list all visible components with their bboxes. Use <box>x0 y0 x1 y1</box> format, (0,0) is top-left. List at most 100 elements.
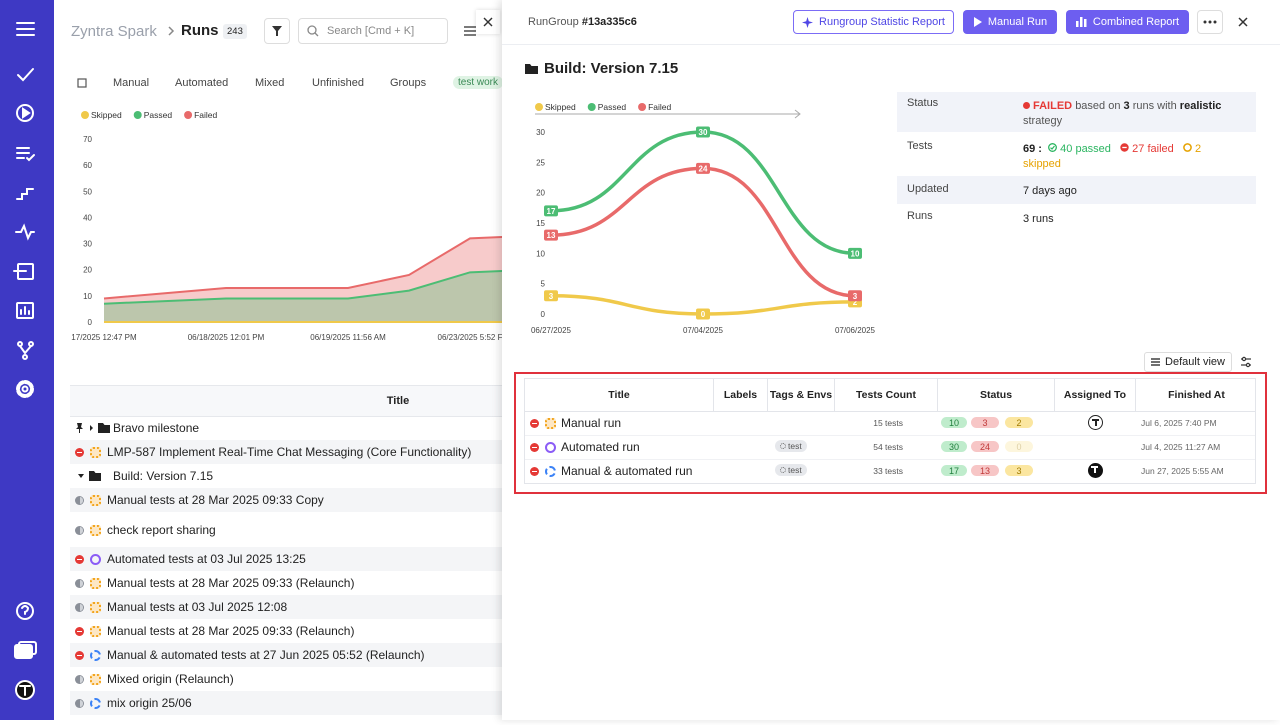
run-row[interactable]: Manual & automated run test 33 tests 17 13 3 J… <box>525 459 1255 483</box>
run-row[interactable]: LMP-587 Implement Real-Time Chat Messagi… <box>70 440 502 464</box>
x-tick-label: 07/06/2025 <box>835 326 876 335</box>
tab[interactable]: Manual <box>113 77 150 89</box>
column-header[interactable]: Tests Count <box>835 379 938 411</box>
label: RunGroup <box>528 16 579 28</box>
menu-icon[interactable] <box>16 22 35 36</box>
default-view-button[interactable]: Default view <box>1144 352 1232 372</box>
run-row[interactable]: mix origin 25/06 <box>70 691 502 715</box>
run-row[interactable]: Manual run 15 tests 10 3 2 Jul 6, 2025 7:40 P… <box>525 411 1255 436</box>
legend-label: Failed <box>648 102 671 112</box>
run-title: Build: Version 7.15 <box>113 469 214 483</box>
search-placeholder: Search [Cmd + K] <box>327 25 415 37</box>
legend-arrow <box>535 109 801 119</box>
run-row[interactable]: Manual tests at 28 Mar 2025 09:33 (Relau… <box>70 619 502 643</box>
y-tick-label: 0 <box>541 310 546 319</box>
check-icon[interactable] <box>17 68 34 82</box>
table-header: Title <box>70 385 502 417</box>
manual-run-button[interactable]: Manual Run <box>963 10 1057 34</box>
legend-label: Passed <box>144 110 173 120</box>
run-row[interactable]: Manual & automated tests at 27 Jun 2025 … <box>70 643 502 667</box>
filter-button[interactable] <box>264 18 290 44</box>
type-icon <box>545 417 556 429</box>
help-icon[interactable] <box>16 602 34 620</box>
branch-icon[interactable] <box>17 341 34 360</box>
x-tick-label: 06/23/2025 5:52 F <box>438 333 502 342</box>
legend-marker <box>81 111 89 119</box>
settings-icon[interactable] <box>16 380 34 398</box>
y-tick-label: 15 <box>536 219 545 228</box>
sidebar-icons <box>13 22 37 700</box>
run-row[interactable]: Manual tests at 28 Mar 2025 09:33 (Relau… <box>70 571 502 595</box>
legend-label: Failed <box>194 110 217 120</box>
run-row[interactable]: Automated tests at 03 Jul 2025 13:25 <box>70 547 502 571</box>
run-row[interactable]: check report sharing <box>70 518 502 542</box>
y-tick-label: 30 <box>536 128 545 137</box>
combined-report-button[interactable]: Combined Report <box>1066 10 1189 34</box>
data-label: 13 <box>547 231 556 240</box>
avatar[interactable] <box>15 680 35 700</box>
run-row[interactable]: Automated run test 54 tests 30 24 0 Jul 4, 202… <box>525 435 1255 460</box>
list-icon[interactable] <box>16 147 35 162</box>
run-row[interactable]: Manual tests at 28 Mar 2025 09:33 Copy <box>70 488 502 512</box>
tests-count: 54 tests <box>873 442 903 452</box>
projects-icon[interactable] <box>14 641 37 659</box>
view-settings-icon[interactable] <box>463 24 477 38</box>
pulse-icon[interactable] <box>15 223 35 241</box>
column-header[interactable]: Tags & Envs <box>768 379 835 411</box>
status-icon <box>530 442 539 452</box>
status-inner <box>79 603 83 611</box>
status-row: Status FAILED based on 3 runs with reali… <box>897 92 1256 132</box>
run-row[interactable]: Bravo milestone <box>70 416 502 440</box>
status-count: 10 <box>941 417 967 428</box>
close-drawer-button[interactable] <box>1236 15 1250 29</box>
steps-icon[interactable] <box>16 188 34 200</box>
status-inner <box>77 654 82 656</box>
runs-table: Title Labels Tags & Envs Tests Count Status A… <box>524 378 1256 484</box>
status-icon <box>75 578 84 588</box>
y-tick-label: 20 <box>536 189 545 198</box>
column-header[interactable]: Status <box>938 379 1055 411</box>
tag-text: test <box>788 441 802 451</box>
search-box[interactable]: Search [Cmd + K] <box>298 18 448 44</box>
passed-count: 40 passed <box>1048 143 1111 155</box>
run-row[interactable]: Manual tests at 03 Jul 2025 12:08 <box>70 595 502 619</box>
legend-marker <box>133 111 142 119</box>
column-header[interactable]: Assigned To <box>1055 379 1136 411</box>
more-button[interactable] <box>1197 10 1223 34</box>
import-icon[interactable] <box>13 263 34 280</box>
data-label-box <box>848 290 862 302</box>
tab[interactable]: Unfinished <box>312 77 364 89</box>
title-cell: Manual run <box>525 411 621 435</box>
column-header[interactable]: Labels <box>714 379 768 411</box>
status-inner <box>532 446 537 448</box>
run-row[interactable]: Build: Version 7.15 <box>70 464 502 488</box>
data-label-box <box>544 205 558 217</box>
table-settings-icon[interactable] <box>1240 356 1252 368</box>
data-label: 30 <box>699 128 708 137</box>
run-row[interactable]: Mixed origin (Relaunch) <box>70 667 502 691</box>
statistic-report-button[interactable]: Rungroup Statistic Report <box>793 10 954 34</box>
analytics-icon[interactable] <box>16 302 34 319</box>
tab[interactable]: Mixed <box>255 77 285 89</box>
data-label: 3 <box>853 292 858 301</box>
info-label: Status <box>907 97 939 109</box>
status-count: 0 <box>1005 441 1033 452</box>
tabs-icon[interactable] <box>76 77 88 89</box>
status-count: 24 <box>971 441 999 452</box>
data-label-box <box>848 247 862 259</box>
folder-icons <box>76 423 110 433</box>
type-icon <box>90 673 101 685</box>
runs-icon[interactable] <box>16 104 34 122</box>
column-header[interactable]: Finished At <box>1168 389 1225 401</box>
tab[interactable]: test work <box>453 76 502 89</box>
tag-text: test <box>788 465 802 475</box>
drawer-header <box>502 0 1280 45</box>
folder-icon <box>525 64 538 74</box>
data-label: 2 <box>853 298 858 307</box>
status-value: FAILED based on 3 runs with realistic st… <box>1023 99 1245 129</box>
tab[interactable]: Groups <box>390 77 427 89</box>
column-header[interactable]: Title <box>525 379 714 411</box>
tab[interactable]: Automated <box>175 77 229 89</box>
brand[interactable]: Zyntra Spark <box>71 23 157 40</box>
close-panel-button[interactable] <box>476 10 500 34</box>
